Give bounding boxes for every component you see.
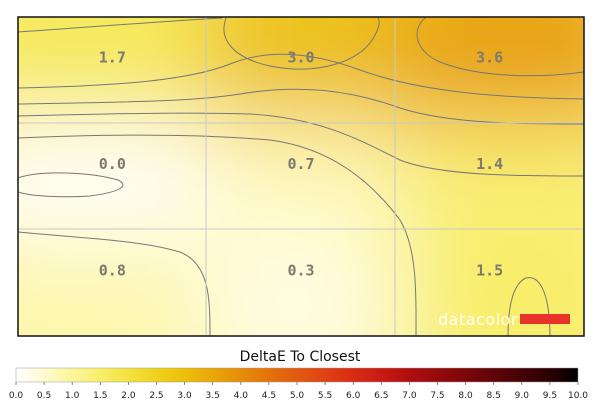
legend-tick-label: 1.0: [65, 391, 80, 401]
color-field: [18, 17, 584, 336]
heatmap-cell: [206, 123, 396, 230]
plot-area: 1.7 3.0 3.6 0.0 0.7 1.4 0.8 0.3 1.5 datacolor: [18, 17, 584, 336]
contour-line: [18, 231, 211, 336]
legend-tick-label: 5.5: [318, 391, 332, 401]
heatmap-cell: [18, 229, 207, 336]
heatmap-cell: [395, 123, 584, 230]
contour-lines: [18, 17, 584, 336]
cell-value-label: 3.6: [476, 49, 503, 67]
cell-value-label: 1.5: [476, 261, 503, 279]
plot-border: [17, 16, 585, 337]
contour-line: [18, 172, 124, 198]
legend-tick-label: 2.5: [149, 391, 163, 401]
legend-tick-label: 4.5: [262, 391, 276, 401]
contour-line: [18, 17, 223, 33]
legend-title: DeltaE To Closest: [240, 349, 361, 365]
contour-line: [18, 88, 584, 125]
datacolor-logo: datacolor: [438, 310, 570, 329]
legend-tick-label: 0.0: [9, 391, 24, 401]
legend-tick-label: 10.0: [568, 391, 588, 401]
heatmap-cell: [18, 123, 207, 230]
legend-tick-label: 4.0: [234, 391, 249, 401]
legend-tick-label: 7.5: [430, 391, 444, 401]
cell-value-label: 3.0: [287, 49, 314, 67]
cell-labels: 1.7 3.0 3.6 0.0 0.7 1.4 0.8 0.3 1.5: [99, 49, 503, 280]
contour-line: [507, 277, 551, 336]
datacolor-logo-text: datacolor: [438, 310, 518, 329]
legend-tick-label: 0.5: [37, 391, 51, 401]
cell-value-label: 1.4: [476, 155, 503, 173]
heatmap-cell: [18, 17, 207, 124]
heatmap-cell: [206, 229, 396, 336]
cell-value-label: 0.0: [99, 155, 126, 173]
datacolor-logo-bar: [520, 314, 570, 324]
legend-tick-label: 3.0: [177, 391, 192, 401]
heatmap-cell: [395, 17, 584, 124]
legend-tick-label: 3.5: [206, 391, 220, 401]
contour-line: [18, 53, 584, 100]
legend-tick-label: 6.5: [374, 391, 388, 401]
contour-line: [223, 17, 380, 70]
legend-tick-label: 1.5: [93, 391, 107, 401]
contour-line: [18, 112, 584, 177]
cell-value-label: 0.8: [99, 261, 126, 279]
cell-value-label: 1.7: [99, 49, 126, 67]
legend-tick-label: 9.5: [543, 391, 557, 401]
cell-value-label: 0.3: [287, 261, 314, 279]
legend-tick-label: 5.0: [290, 391, 305, 401]
legend-tick-label: 2.0: [121, 391, 136, 401]
legend-ticks: 0.0 0.5 1.0 1.5 2.0 2.5 3.0 3.5 4.0 4.5 5.0 5.5 6.0 6…: [9, 382, 588, 401]
grid-lines: [18, 17, 584, 336]
legend-tick-label: 8.0: [458, 391, 473, 401]
legend-tick-label: 8.5: [487, 391, 501, 401]
contour-line: [416, 17, 584, 77]
contour-line: [18, 134, 417, 336]
cell-value-label: 0.7: [287, 155, 314, 173]
legend-tick-label: 7.0: [402, 391, 417, 401]
heatmap-cell: [206, 17, 396, 124]
legend-colorbar: [15, 367, 579, 383]
legend-tick-label: 6.0: [346, 391, 361, 401]
legend-tick-label: 9.0: [515, 391, 530, 401]
